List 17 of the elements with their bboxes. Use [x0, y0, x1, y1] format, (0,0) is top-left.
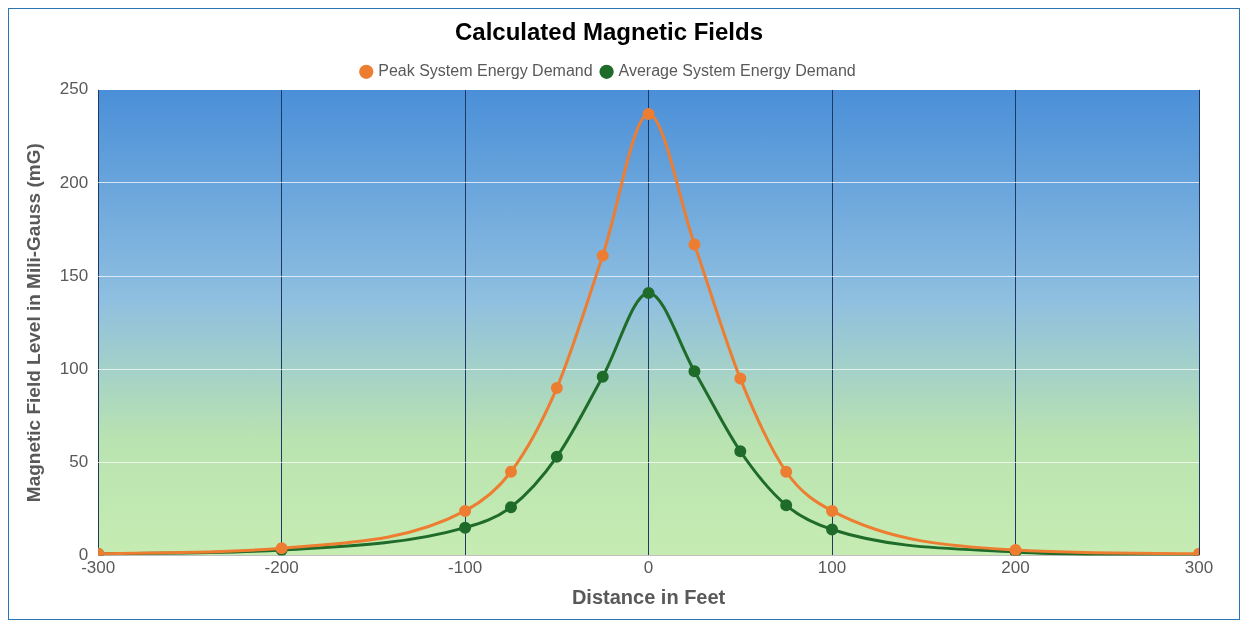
- x-tick-label: 0: [643, 558, 654, 578]
- legend-label: Peak System Energy Demand: [378, 62, 593, 80]
- x-axis-title: Distance in Feet: [571, 585, 726, 608]
- chart-title: Calculated Magnetic Fields: [454, 18, 764, 46]
- legend-label: Average System Energy Demand: [618, 62, 856, 80]
- x-tick-label: 200: [1001, 558, 1030, 578]
- y-tick-label: 50: [69, 452, 89, 472]
- x-tick-label: 100: [817, 558, 847, 578]
- y-tick-label: 250: [59, 79, 89, 99]
- y-tick-label: 200: [59, 172, 89, 192]
- x-tick-label: 300: [1184, 558, 1214, 578]
- y-tick-label: 150: [59, 265, 89, 285]
- y-axis-title: Magnetic Field Level in Mili-Gauss (mG): [22, 143, 44, 503]
- y-tick-label: 0: [78, 545, 89, 565]
- x-tick-label: -100: [448, 558, 483, 578]
- y-tick-label: 100: [59, 358, 89, 378]
- x-tick-label: -200: [264, 558, 299, 578]
